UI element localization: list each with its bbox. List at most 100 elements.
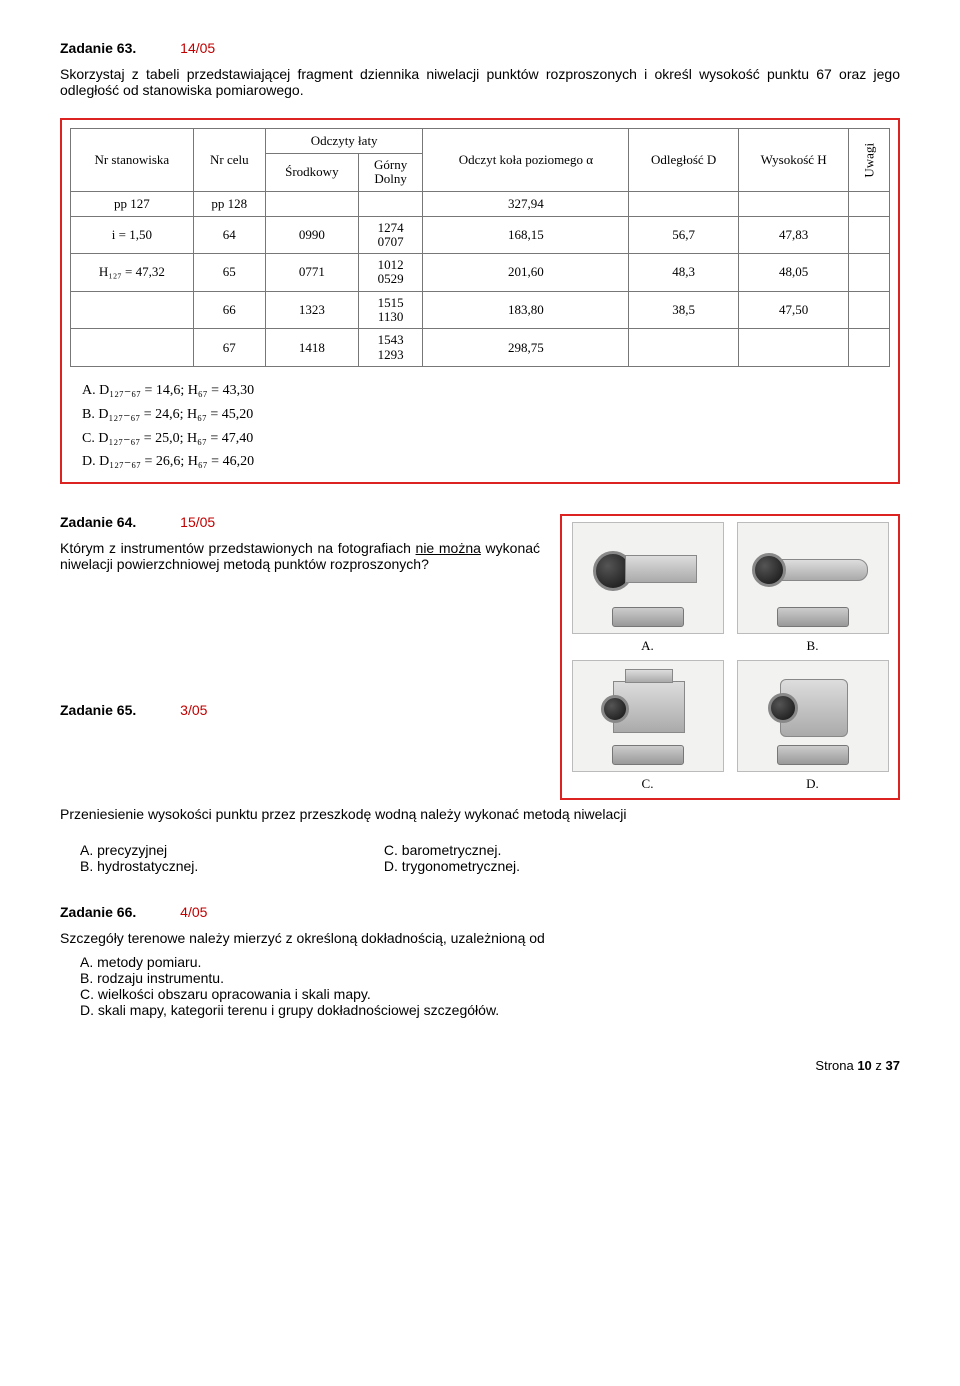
table-row: H₁₂₇ = 47,32 65 0771 10120529 201,60 48,… (71, 254, 890, 292)
cell: 47,83 (738, 216, 848, 254)
th-distance: Odległość D (629, 129, 739, 192)
cell: 67 (193, 329, 265, 367)
instrument-label: C. (568, 776, 727, 792)
right-column: A. B. C. (560, 514, 900, 800)
option-b: B. hydrostatycznej. (80, 858, 380, 874)
cell (738, 191, 848, 216)
instrument-label: A. (568, 638, 727, 654)
th-station: Nr stanowiska (71, 129, 194, 192)
cell: pp 127 (71, 191, 194, 216)
table-row: pp 127 pp 128 327,94 (71, 191, 890, 216)
answer-a: A. D₁₂₇₋₆₇ = 14,6; H₆₇ = 43,30 (82, 379, 890, 403)
option-c: C. barometrycznej. (384, 842, 520, 858)
cell: 65 (193, 254, 265, 292)
answer-b: B. D₁₂₇₋₆₇ = 24,6; H₆₇ = 45,20 (82, 403, 890, 427)
cell (849, 291, 890, 329)
instrument-c: C. (568, 660, 727, 792)
task-header: Zadanie 63. 14/05 (60, 40, 900, 56)
task-body: Przeniesienie wysokości punktu przez prz… (60, 806, 900, 822)
cell: 1323 (265, 291, 358, 329)
cell (629, 329, 739, 367)
instrument-b: B. (733, 522, 892, 654)
option-d: D. trygonometrycznej. (384, 858, 520, 874)
options: A. precyzyjnej B. hydrostatycznej. C. ba… (80, 842, 900, 874)
task-64: Zadanie 64. 15/05 Którym z instrumentów … (60, 514, 540, 572)
option-c: C. wielkości obszaru opracowania i skali… (80, 986, 900, 1002)
th-readings: Odczyty łaty (265, 129, 423, 154)
cell (358, 191, 423, 216)
page-number-label: Strona 10 z 37 (815, 1058, 900, 1073)
body-pre: Którym z instrumentów przedstawionych na… (60, 540, 416, 556)
options-left: A. precyzyjnej B. hydrostatycznej. (80, 842, 380, 874)
th-middle: Środkowy (265, 154, 358, 192)
cell: 15431293 (358, 329, 423, 367)
two-column-region: Zadanie 64. 15/05 Którym z instrumentów … (60, 514, 900, 800)
task-header: Zadanie 65. 3/05 (60, 702, 540, 718)
task-body: Którym z instrumentów przedstawionych na… (60, 540, 540, 572)
instrument-a: A. (568, 522, 727, 654)
answer-d: D. D₁₂₇₋₆₇ = 26,6; H₆₇ = 46,20 (82, 450, 890, 474)
cell: 0990 (265, 216, 358, 254)
page-footer: Strona 10 z 37 (60, 1058, 900, 1073)
cell: 0771 (265, 254, 358, 292)
task-code: 3/05 (180, 702, 207, 718)
task-header: Zadanie 66. 4/05 (60, 904, 900, 920)
cell: 48,3 (629, 254, 739, 292)
table-frame: Nr stanowiska Nr celu Odczyty łaty Odczy… (60, 118, 900, 484)
table-body: pp 127 pp 128 327,94 i = 1,50 64 0990 12… (71, 191, 890, 366)
answer-c: C. D₁₂₇₋₆₇ = 25,0; H₆₇ = 47,40 (82, 427, 890, 451)
task-65: Zadanie 65. 3/05 (60, 702, 540, 718)
option-b: B. rodzaju instrumentu. (80, 970, 900, 986)
table-row: i = 1,50 64 0990 12740707 168,15 56,7 47… (71, 216, 890, 254)
instrument-image (737, 660, 889, 772)
instruments-grid: A. B. C. (568, 522, 892, 792)
th-height: Wysokość H (738, 129, 848, 192)
options-right: C. barometrycznej. D. trygonometrycznej. (384, 842, 520, 874)
task-66: Zadanie 66. 4/05 Szczegóły terenowe nale… (60, 904, 900, 1018)
cell (71, 329, 194, 367)
instrument-image (572, 660, 724, 772)
option-a: A. precyzyjnej (80, 842, 380, 858)
cell: 1418 (265, 329, 358, 367)
instrument-label: B. (733, 638, 892, 654)
th-notes: Uwagi (849, 129, 890, 192)
leveling-table: Nr stanowiska Nr celu Odczyty łaty Odczy… (70, 128, 890, 367)
options: A. metody pomiaru. B. rodzaju instrument… (80, 954, 900, 1018)
table-row: 67 1418 15431293 298,75 (71, 329, 890, 367)
left-column: Zadanie 64. 15/05 Którym z instrumentów … (60, 514, 540, 800)
task-code: 15/05 (180, 514, 215, 530)
cell: 183,80 (423, 291, 629, 329)
cell: 201,60 (423, 254, 629, 292)
task-number: Zadanie 63. (60, 40, 136, 56)
task-65-body-region: Przeniesienie wysokości punktu przez prz… (60, 806, 900, 874)
cell (738, 329, 848, 367)
instruments-frame: A. B. C. (560, 514, 900, 800)
body-underline: nie można (416, 540, 481, 556)
cell: 56,7 (629, 216, 739, 254)
task-63: Zadanie 63. 14/05 Skorzystaj z tabeli pr… (60, 40, 900, 484)
cell: 48,05 (738, 254, 848, 292)
cell (265, 191, 358, 216)
cell: 168,15 (423, 216, 629, 254)
cell: 10120529 (358, 254, 423, 292)
answer-list: A. D₁₂₇₋₆₇ = 14,6; H₆₇ = 43,30 B. D₁₂₇₋₆… (82, 379, 890, 474)
instrument-d: D. (733, 660, 892, 792)
cell (71, 291, 194, 329)
task-number: Zadanie 66. (60, 904, 136, 920)
table-row: 66 1323 15151130 183,80 38,5 47,50 (71, 291, 890, 329)
task-header: Zadanie 64. 15/05 (60, 514, 540, 530)
th-target: Nr celu (193, 129, 265, 192)
option-d: D. skali mapy, kategorii terenu i grupy … (80, 1002, 900, 1018)
task-number: Zadanie 65. (60, 702, 136, 718)
cell (849, 191, 890, 216)
cell: 298,75 (423, 329, 629, 367)
instrument-image (572, 522, 724, 634)
option-a: A. metody pomiaru. (80, 954, 900, 970)
cell: pp 128 (193, 191, 265, 216)
cell: 12740707 (358, 216, 423, 254)
th-topbottom: GórnyDolny (358, 154, 423, 192)
cell: H₁₂₇ = 47,32 (71, 254, 194, 292)
instrument-label: D. (733, 776, 892, 792)
task-code: 14/05 (180, 40, 215, 56)
cell (849, 254, 890, 292)
